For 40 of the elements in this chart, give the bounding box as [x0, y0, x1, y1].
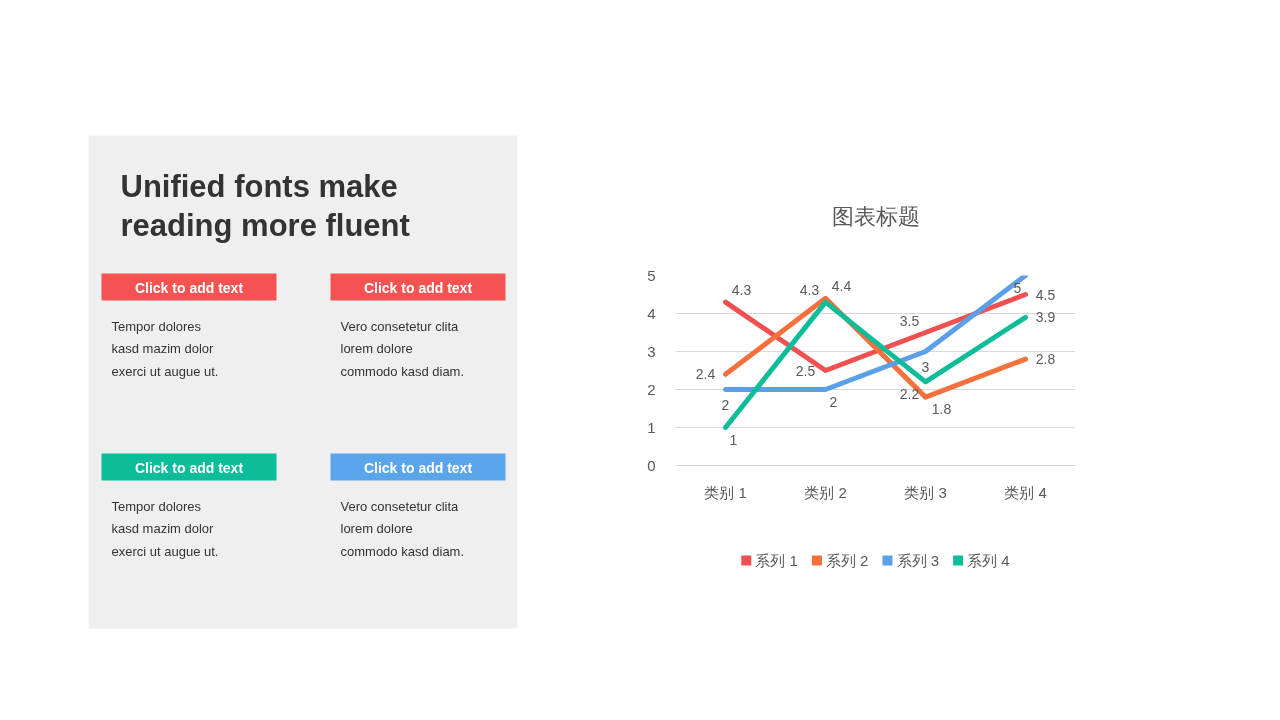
y-tick-label: 5	[647, 266, 656, 284]
y-tick-label: 0	[647, 456, 656, 474]
data-label: 4.4	[831, 278, 852, 295]
data-label: 2.2	[899, 385, 920, 402]
text: Tempor dolores kasd mazim dolor exerci ut augue ut.	[111, 318, 219, 379]
text: Unified fonts make reading more fluent	[120, 168, 410, 244]
data-label: 2.8	[1035, 351, 1056, 368]
data-label: 2.5	[795, 362, 816, 379]
text: Click to add text	[134, 459, 244, 476]
data-label: 5	[1013, 279, 1022, 296]
y-tick-label: 4	[647, 304, 656, 322]
x-tick-label: 类别 1	[704, 483, 747, 501]
legend-label: 系列 4	[967, 552, 1010, 569]
text: Click to add text	[363, 279, 473, 296]
y-tick-label: 2	[647, 380, 656, 398]
data-label: 2	[829, 393, 838, 410]
data-label: 1	[729, 431, 738, 448]
data-label: 3	[921, 358, 930, 375]
data-label: 2.4	[695, 366, 716, 383]
legend-label: 系列 1	[755, 552, 798, 569]
text: Click to add text	[363, 459, 473, 476]
legend-label: 系列 2	[825, 552, 869, 569]
data-label: 4.3	[731, 282, 752, 299]
data-label: 3.9	[1035, 309, 1056, 326]
y-tick-label: 1	[647, 418, 656, 436]
y-tick-label: 3	[647, 342, 656, 360]
text: Vero consetetur clita lorem dolore commodo kasd diam.	[340, 498, 465, 559]
text: Tempor dolores kasd mazim dolor exerci ut augue ut.	[111, 498, 219, 559]
text: Vero consetetur clita lorem dolore commodo kasd diam.	[340, 318, 465, 379]
data-label: 2	[721, 396, 730, 413]
data-label: 1.8	[931, 401, 952, 418]
x-tick-label: 类别 2	[804, 483, 847, 501]
data-label: 4.5	[1035, 286, 1056, 303]
legend-label: 系列 3	[896, 552, 940, 569]
x-tick-label: 类别 3	[904, 483, 947, 501]
text: Click to add text	[134, 279, 244, 296]
data-label: 4.3	[799, 282, 820, 299]
chart-title: 图表标题	[831, 203, 920, 229]
data-label: 3.5	[899, 312, 920, 329]
x-tick-label: 类别 4	[1004, 483, 1047, 501]
